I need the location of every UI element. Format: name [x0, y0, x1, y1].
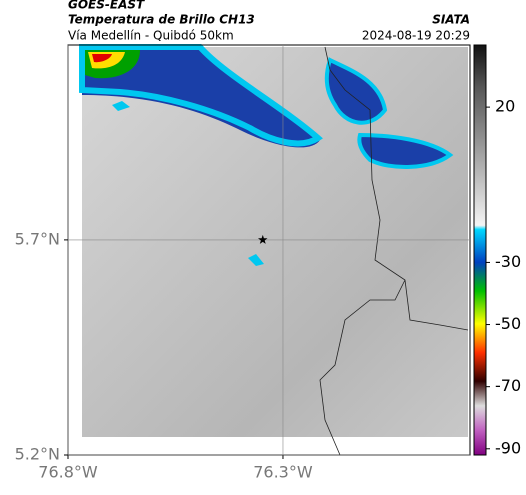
agency: SIATA [432, 13, 470, 27]
x-tick-label: 76.3°W [253, 463, 313, 482]
datetime: 2024-08-19 20:29 [362, 29, 470, 43]
source: GOES-EAST [68, 0, 145, 12]
colorbar-tick-label: -50 [495, 314, 521, 333]
route: Vía Medellín - Quibdó 50km [68, 29, 234, 43]
colorbar [473, 44, 487, 456]
product: Temperatura de Brillo CH13 [68, 13, 255, 27]
y-tick-label: 5.7°N [15, 229, 60, 248]
map-raster [79, 44, 469, 456]
y-tick-label: 5.2°N [15, 445, 60, 464]
station-marker [258, 234, 268, 244]
colorbar-tick-label: -90 [495, 438, 521, 457]
colorbar-tick-label: 20 [495, 97, 515, 116]
colorbar-tick-label: -30 [495, 252, 521, 271]
colorbar-tick-label: -70 [495, 376, 521, 395]
x-tick-label: 76.8°W [38, 463, 98, 482]
